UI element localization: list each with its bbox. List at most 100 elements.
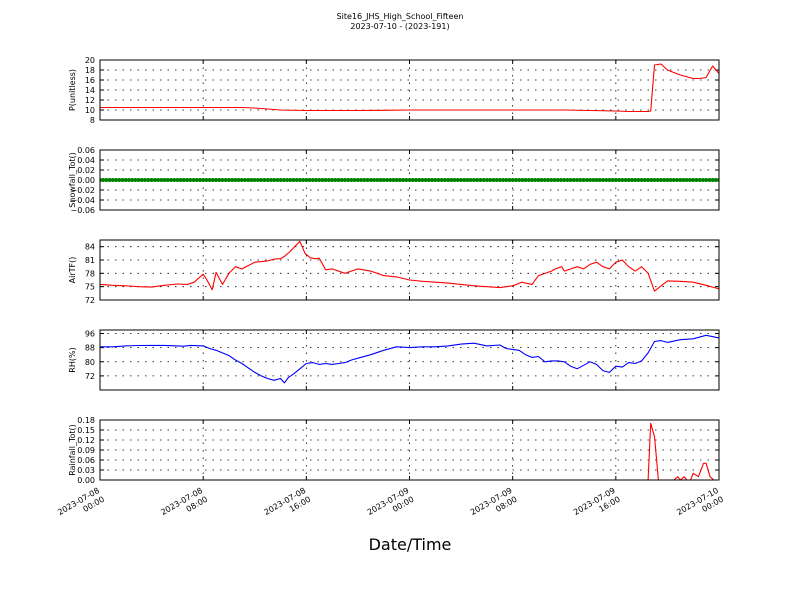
panel-rainfall: 0.000.030.060.090.120.150.18Rainfall_Tot… bbox=[68, 416, 720, 485]
data-point bbox=[681, 178, 686, 182]
data-point bbox=[233, 178, 238, 182]
y-tick-label: 16 bbox=[85, 76, 95, 85]
data-point bbox=[668, 178, 673, 182]
panel-relative-humidity: 72 80 88 96 RH(%) bbox=[68, 329, 720, 391]
series-group bbox=[100, 240, 719, 292]
data-point bbox=[691, 178, 696, 182]
data-point bbox=[336, 178, 341, 182]
data-point bbox=[459, 178, 464, 182]
data-point bbox=[471, 178, 476, 182]
data-point bbox=[623, 178, 628, 182]
data-point bbox=[168, 178, 173, 182]
data-point bbox=[372, 178, 377, 182]
data-point bbox=[320, 178, 325, 182]
data-point bbox=[255, 178, 260, 182]
y-tick-label: 0.06 bbox=[77, 456, 95, 465]
data-point bbox=[272, 178, 277, 182]
data-point bbox=[488, 178, 493, 182]
x-tick-label: 2023-07-0800:00 bbox=[56, 486, 106, 526]
data-point bbox=[439, 178, 444, 182]
data-point bbox=[426, 178, 431, 182]
data-point bbox=[420, 178, 425, 182]
data-point bbox=[639, 178, 644, 182]
data-point bbox=[149, 178, 154, 182]
data-point bbox=[526, 178, 531, 182]
data-point bbox=[365, 178, 370, 182]
data-point bbox=[665, 178, 670, 182]
x-tick-label: 2023-07-0816:00 bbox=[263, 486, 313, 526]
data-point bbox=[452, 178, 457, 182]
data-point bbox=[555, 178, 560, 182]
data-point bbox=[436, 178, 441, 182]
data-point bbox=[662, 178, 667, 182]
series-group bbox=[100, 422, 719, 480]
data-point bbox=[433, 178, 438, 182]
panel-air-temperature: 72 75 78 81 84 AirTF() bbox=[68, 239, 720, 305]
data-point bbox=[713, 178, 718, 182]
data-point bbox=[423, 178, 428, 182]
data-point bbox=[546, 178, 551, 182]
y-tick-label: 0.09 bbox=[77, 446, 95, 455]
data-point bbox=[175, 178, 180, 182]
data-point bbox=[156, 178, 161, 182]
data-point bbox=[604, 178, 609, 182]
data-point bbox=[297, 178, 302, 182]
series-line bbox=[100, 334, 719, 384]
data-point bbox=[355, 178, 360, 182]
data-point bbox=[655, 178, 660, 182]
x-tick-label: 2023-07-0808:00 bbox=[159, 486, 209, 526]
data-point bbox=[578, 178, 583, 182]
data-point bbox=[110, 178, 115, 182]
series-group bbox=[100, 334, 719, 384]
data-point bbox=[107, 178, 112, 182]
data-point bbox=[262, 178, 267, 182]
data-point bbox=[120, 178, 125, 182]
data-point bbox=[220, 178, 225, 182]
data-point bbox=[404, 178, 409, 182]
data-point bbox=[617, 178, 622, 182]
data-point bbox=[133, 178, 138, 182]
data-point bbox=[146, 178, 151, 182]
x-tick-label: 2023-07-1000:00 bbox=[675, 486, 725, 526]
data-point bbox=[359, 178, 364, 182]
data-point bbox=[413, 178, 418, 182]
data-point bbox=[223, 178, 228, 182]
y-tick-label: 80 bbox=[85, 358, 95, 367]
data-point bbox=[214, 178, 219, 182]
axes-frame bbox=[99, 239, 720, 301]
series-line bbox=[100, 422, 719, 480]
data-point bbox=[684, 178, 689, 182]
data-point bbox=[314, 178, 319, 182]
axes-frame bbox=[99, 419, 720, 481]
data-point bbox=[207, 178, 212, 182]
data-point bbox=[246, 178, 251, 182]
x-tick-label: 2023-07-0908:00 bbox=[469, 486, 519, 526]
data-point bbox=[123, 178, 128, 182]
data-point bbox=[636, 178, 641, 182]
data-point bbox=[629, 178, 634, 182]
data-point bbox=[633, 178, 638, 182]
data-point bbox=[600, 178, 605, 182]
data-point bbox=[707, 178, 712, 182]
data-point bbox=[584, 178, 589, 182]
data-point bbox=[188, 178, 193, 182]
data-point bbox=[510, 178, 515, 182]
data-point bbox=[465, 178, 470, 182]
data-point bbox=[326, 178, 331, 182]
chart-subtitle: 2023-07-10 - (2023-191) bbox=[350, 22, 449, 31]
data-point bbox=[384, 178, 389, 182]
y-axis-label: Rainfall_Tot() bbox=[68, 424, 77, 476]
data-point bbox=[178, 178, 183, 182]
y-tick-label: −0.02 bbox=[70, 186, 95, 195]
data-point bbox=[278, 178, 283, 182]
data-point bbox=[236, 178, 241, 182]
data-point bbox=[275, 178, 280, 182]
y-tick-label: 20 bbox=[85, 56, 95, 65]
data-point bbox=[294, 178, 299, 182]
data-point bbox=[243, 178, 248, 182]
data-point bbox=[339, 178, 344, 182]
data-point bbox=[497, 178, 502, 182]
data-point bbox=[565, 178, 570, 182]
